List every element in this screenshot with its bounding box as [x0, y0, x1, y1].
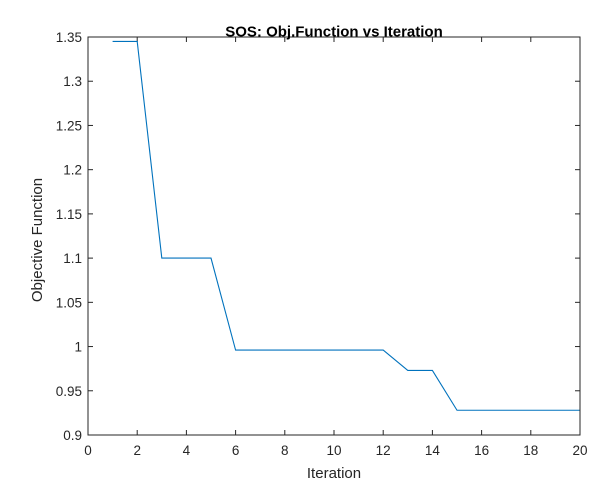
- y-tick-label: 1.25: [56, 118, 82, 133]
- y-tick-label: 0.95: [56, 384, 82, 399]
- x-tick-label: 0: [84, 443, 92, 458]
- series-layer: [112, 40, 580, 411]
- y-tick-label: 1.2: [63, 163, 82, 178]
- y-axis-label: Objective Function: [29, 178, 46, 302]
- series-line-0: [112, 40, 580, 411]
- x-tick-label: 2: [133, 443, 141, 458]
- x-axis-label: Iteration: [307, 465, 361, 482]
- y-tick-label: 1.1: [63, 251, 82, 266]
- plot-area: [88, 37, 580, 435]
- x-tick-label: 20: [572, 443, 587, 458]
- x-tick-label: 4: [183, 443, 191, 458]
- y-tick-label: 0.9: [63, 428, 82, 443]
- x-tick-label: 8: [281, 443, 289, 458]
- x-tick-label: 18: [523, 443, 538, 458]
- y-tick-label: 1: [74, 340, 82, 355]
- x-axis-ticks: 0 2 4 6 8 10 12 14 16 18 20: [84, 37, 588, 458]
- x-tick-label: 14: [425, 443, 441, 458]
- x-tick-label: 10: [326, 443, 341, 458]
- x-tick-label: 16: [474, 443, 489, 458]
- y-tick-label: 1.15: [56, 207, 82, 222]
- x-tick-label: 12: [376, 443, 391, 458]
- y-tick-label: 1.3: [63, 74, 82, 89]
- axes-box: [87, 36, 581, 436]
- chart-title: SOS: Obj.Function vs Iteration: [225, 24, 443, 41]
- x-tick-label: 6: [232, 443, 240, 458]
- y-axis-ticks: 0.9 0.95 1 1.05 1.1 1.15 1.2 1.25 1.3 1.35: [56, 30, 580, 443]
- y-tick-label: 1.35: [56, 30, 82, 45]
- y-tick-label: 1.05: [56, 295, 82, 310]
